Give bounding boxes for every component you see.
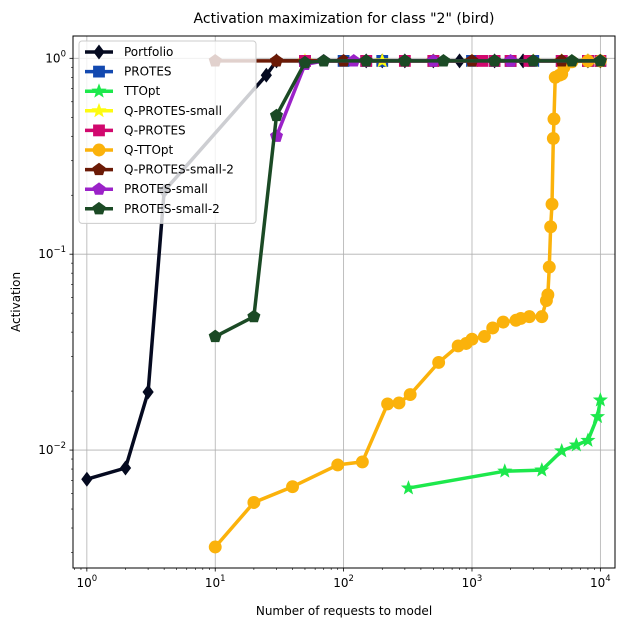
data-point — [592, 392, 608, 407]
data-point — [580, 432, 596, 447]
data-point — [526, 54, 540, 67]
legend-marker — [93, 65, 105, 78]
data-point — [247, 309, 261, 323]
legend-item: Portfolio — [85, 44, 173, 60]
data-point — [269, 54, 284, 67]
data-point — [403, 388, 417, 402]
legend-item: Q-TTOpt — [85, 143, 174, 157]
data-point — [208, 329, 222, 343]
x-tick-label: 100 — [77, 574, 98, 590]
x-tick-label: 101 — [205, 574, 226, 590]
data-point — [286, 480, 299, 494]
legend-item: TTOpt — [85, 83, 161, 98]
legend-item: Q-PROTES — [85, 123, 186, 137]
legend-marker — [91, 102, 107, 118]
x-axis: 100 101 102 103 104 — [74, 568, 611, 590]
data-point — [568, 437, 584, 452]
data-point — [589, 408, 606, 424]
legend-marker — [92, 201, 106, 215]
data-point — [81, 471, 93, 487]
data-point — [432, 356, 446, 369]
data-point — [534, 462, 550, 477]
x-tick-label: 103 — [462, 574, 483, 590]
data-point — [119, 460, 132, 476]
legend-label: PROTES — [124, 65, 172, 79]
data-point — [544, 220, 558, 234]
data-point — [355, 455, 369, 469]
legend: Portfolio PROTES TTOpt Q-PROTES-small Q-PROT… — [78, 40, 257, 224]
data-point — [398, 54, 412, 67]
data-point — [593, 54, 607, 67]
legend-label: PROTES-small-2 — [124, 202, 220, 216]
x-tick-label: 104 — [590, 574, 611, 590]
legend-item: PROTES-small — [85, 182, 208, 196]
legend-label: Q-TTOpt — [124, 143, 174, 157]
data-point — [331, 458, 345, 472]
data-point — [496, 315, 510, 329]
legend-box — [78, 40, 257, 224]
data-point — [400, 480, 417, 495]
series-line — [213, 59, 603, 339]
data-point — [477, 330, 491, 343]
data-point — [260, 67, 272, 83]
data-point — [298, 55, 312, 69]
series-ttopt — [400, 392, 608, 495]
legend-marker — [93, 124, 105, 137]
data-point — [436, 54, 451, 67]
data-point — [208, 540, 222, 554]
legend-label: Q-PROTES-small — [124, 104, 222, 118]
data-point — [554, 442, 570, 458]
data-point — [547, 112, 561, 126]
series-protes-small-2 — [208, 54, 607, 343]
data-point — [142, 384, 154, 400]
data-point — [545, 197, 559, 211]
data-point — [488, 54, 502, 67]
legend-marker — [92, 143, 106, 157]
data-point — [542, 260, 556, 274]
legend-item: Q-PROTES-small — [85, 102, 222, 118]
legend-label: PROTES-small — [124, 182, 208, 196]
data-point — [317, 54, 331, 67]
legend-marker — [92, 182, 106, 195]
data-point — [565, 54, 579, 67]
data-point — [381, 397, 395, 411]
y-tick-label: 100 — [45, 49, 66, 65]
data-point — [497, 463, 513, 478]
y-tick-label: 10−2 — [38, 441, 66, 457]
legend-marker — [93, 44, 105, 60]
legend-item: PROTES-small-2 — [85, 202, 220, 216]
data-point — [247, 496, 261, 509]
legend-label: Q-PROTES-small-2 — [124, 163, 234, 177]
legend-marker — [92, 162, 106, 176]
data-point — [541, 288, 555, 302]
series-q-ttopt — [208, 54, 607, 554]
data-point — [486, 321, 500, 335]
legend-item: PROTES — [85, 65, 172, 79]
legend-label: TTOpt — [123, 84, 161, 98]
series-layer — [81, 52, 608, 554]
data-point — [269, 108, 284, 122]
legend-marker — [91, 83, 107, 98]
data-point — [465, 332, 479, 346]
legend-item: Q-PROTES-small-2 — [85, 163, 234, 177]
data-point — [546, 131, 560, 145]
data-point — [359, 54, 373, 67]
chart-title: Activation maximization for class "2" (b… — [194, 11, 495, 27]
y-tick-label: 10−1 — [38, 245, 66, 261]
y-axis-label: Activation — [9, 272, 23, 332]
y-axis: 10−2 10−1 100 — [38, 49, 73, 553]
data-point — [392, 396, 406, 410]
data-point — [535, 310, 549, 324]
data-point — [522, 310, 536, 324]
x-tick-label: 102 — [333, 574, 354, 590]
legend-label: Portfolio — [124, 45, 173, 59]
x-axis-label: Number of requests to model — [256, 604, 432, 618]
legend-label: Q-PROTES — [124, 123, 186, 137]
